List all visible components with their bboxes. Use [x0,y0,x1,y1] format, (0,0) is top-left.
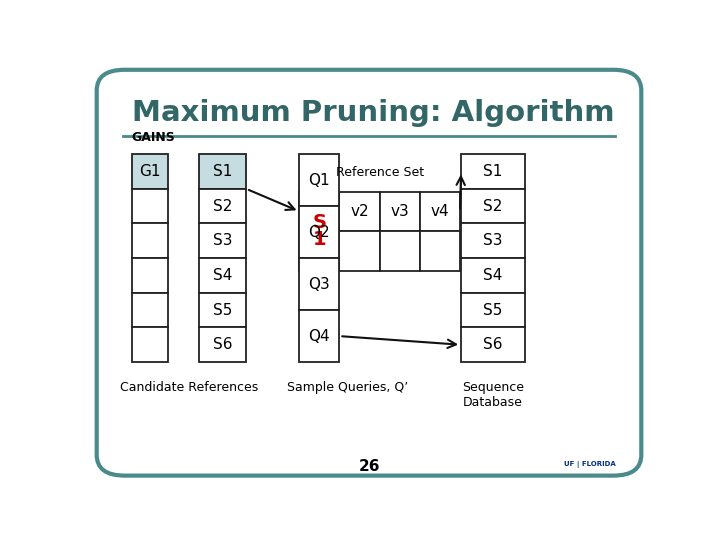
Bar [199,327,246,362]
Bar [132,293,168,327]
Bar [379,192,420,231]
Text: Sequence
Database: Sequence Database [462,381,524,409]
Bar [199,224,246,258]
Text: v4: v4 [431,204,449,219]
Text: S6: S6 [213,338,233,352]
Bar [132,154,168,189]
Text: S
1: S 1 [312,213,326,249]
Bar [379,231,420,271]
Text: S2: S2 [483,199,503,214]
Text: Reference Set: Reference Set [336,166,423,179]
Bar [461,258,526,293]
Text: S4: S4 [213,268,233,283]
Bar [300,154,339,206]
Text: Q3: Q3 [308,276,330,292]
Text: S2: S2 [213,199,233,214]
Bar [461,189,526,224]
Text: S3: S3 [213,233,233,248]
Bar [461,154,526,189]
Bar [300,258,339,310]
Bar [461,293,526,327]
Text: UF | FLORIDA: UF | FLORIDA [564,461,616,468]
Bar [199,293,246,327]
Bar [132,224,168,258]
Bar [461,327,526,362]
Text: S4: S4 [483,268,503,283]
Bar [339,231,379,271]
Text: Q2: Q2 [309,225,330,240]
Text: G1: G1 [139,164,161,179]
Bar [300,206,339,258]
Text: 26: 26 [359,458,379,474]
Bar [420,192,460,231]
Text: Maximum Pruning: Algorithm: Maximum Pruning: Algorithm [132,99,614,126]
Bar [132,327,168,362]
Bar [132,258,168,293]
Text: v3: v3 [390,204,409,219]
Bar [199,258,246,293]
Text: S1: S1 [213,164,233,179]
FancyBboxPatch shape [96,70,642,476]
Text: Sample Queries, Q’: Sample Queries, Q’ [287,381,408,394]
Bar [461,224,526,258]
Bar [199,154,246,189]
Bar [199,189,246,224]
Bar [132,189,168,224]
Text: S5: S5 [213,302,233,318]
Text: S5: S5 [483,302,503,318]
Text: S6: S6 [483,338,503,352]
Bar [300,231,339,271]
Bar [300,310,339,362]
Text: S1: S1 [483,164,503,179]
Text: GAINS: GAINS [132,131,176,144]
Bar [420,231,460,271]
Bar [300,192,339,231]
Bar [339,192,379,231]
Text: Q1: Q1 [309,173,330,188]
Text: v2: v2 [350,204,369,219]
Text: Candidate References: Candidate References [120,381,258,394]
Text: S3: S3 [483,233,503,248]
Text: Q4: Q4 [309,329,330,343]
